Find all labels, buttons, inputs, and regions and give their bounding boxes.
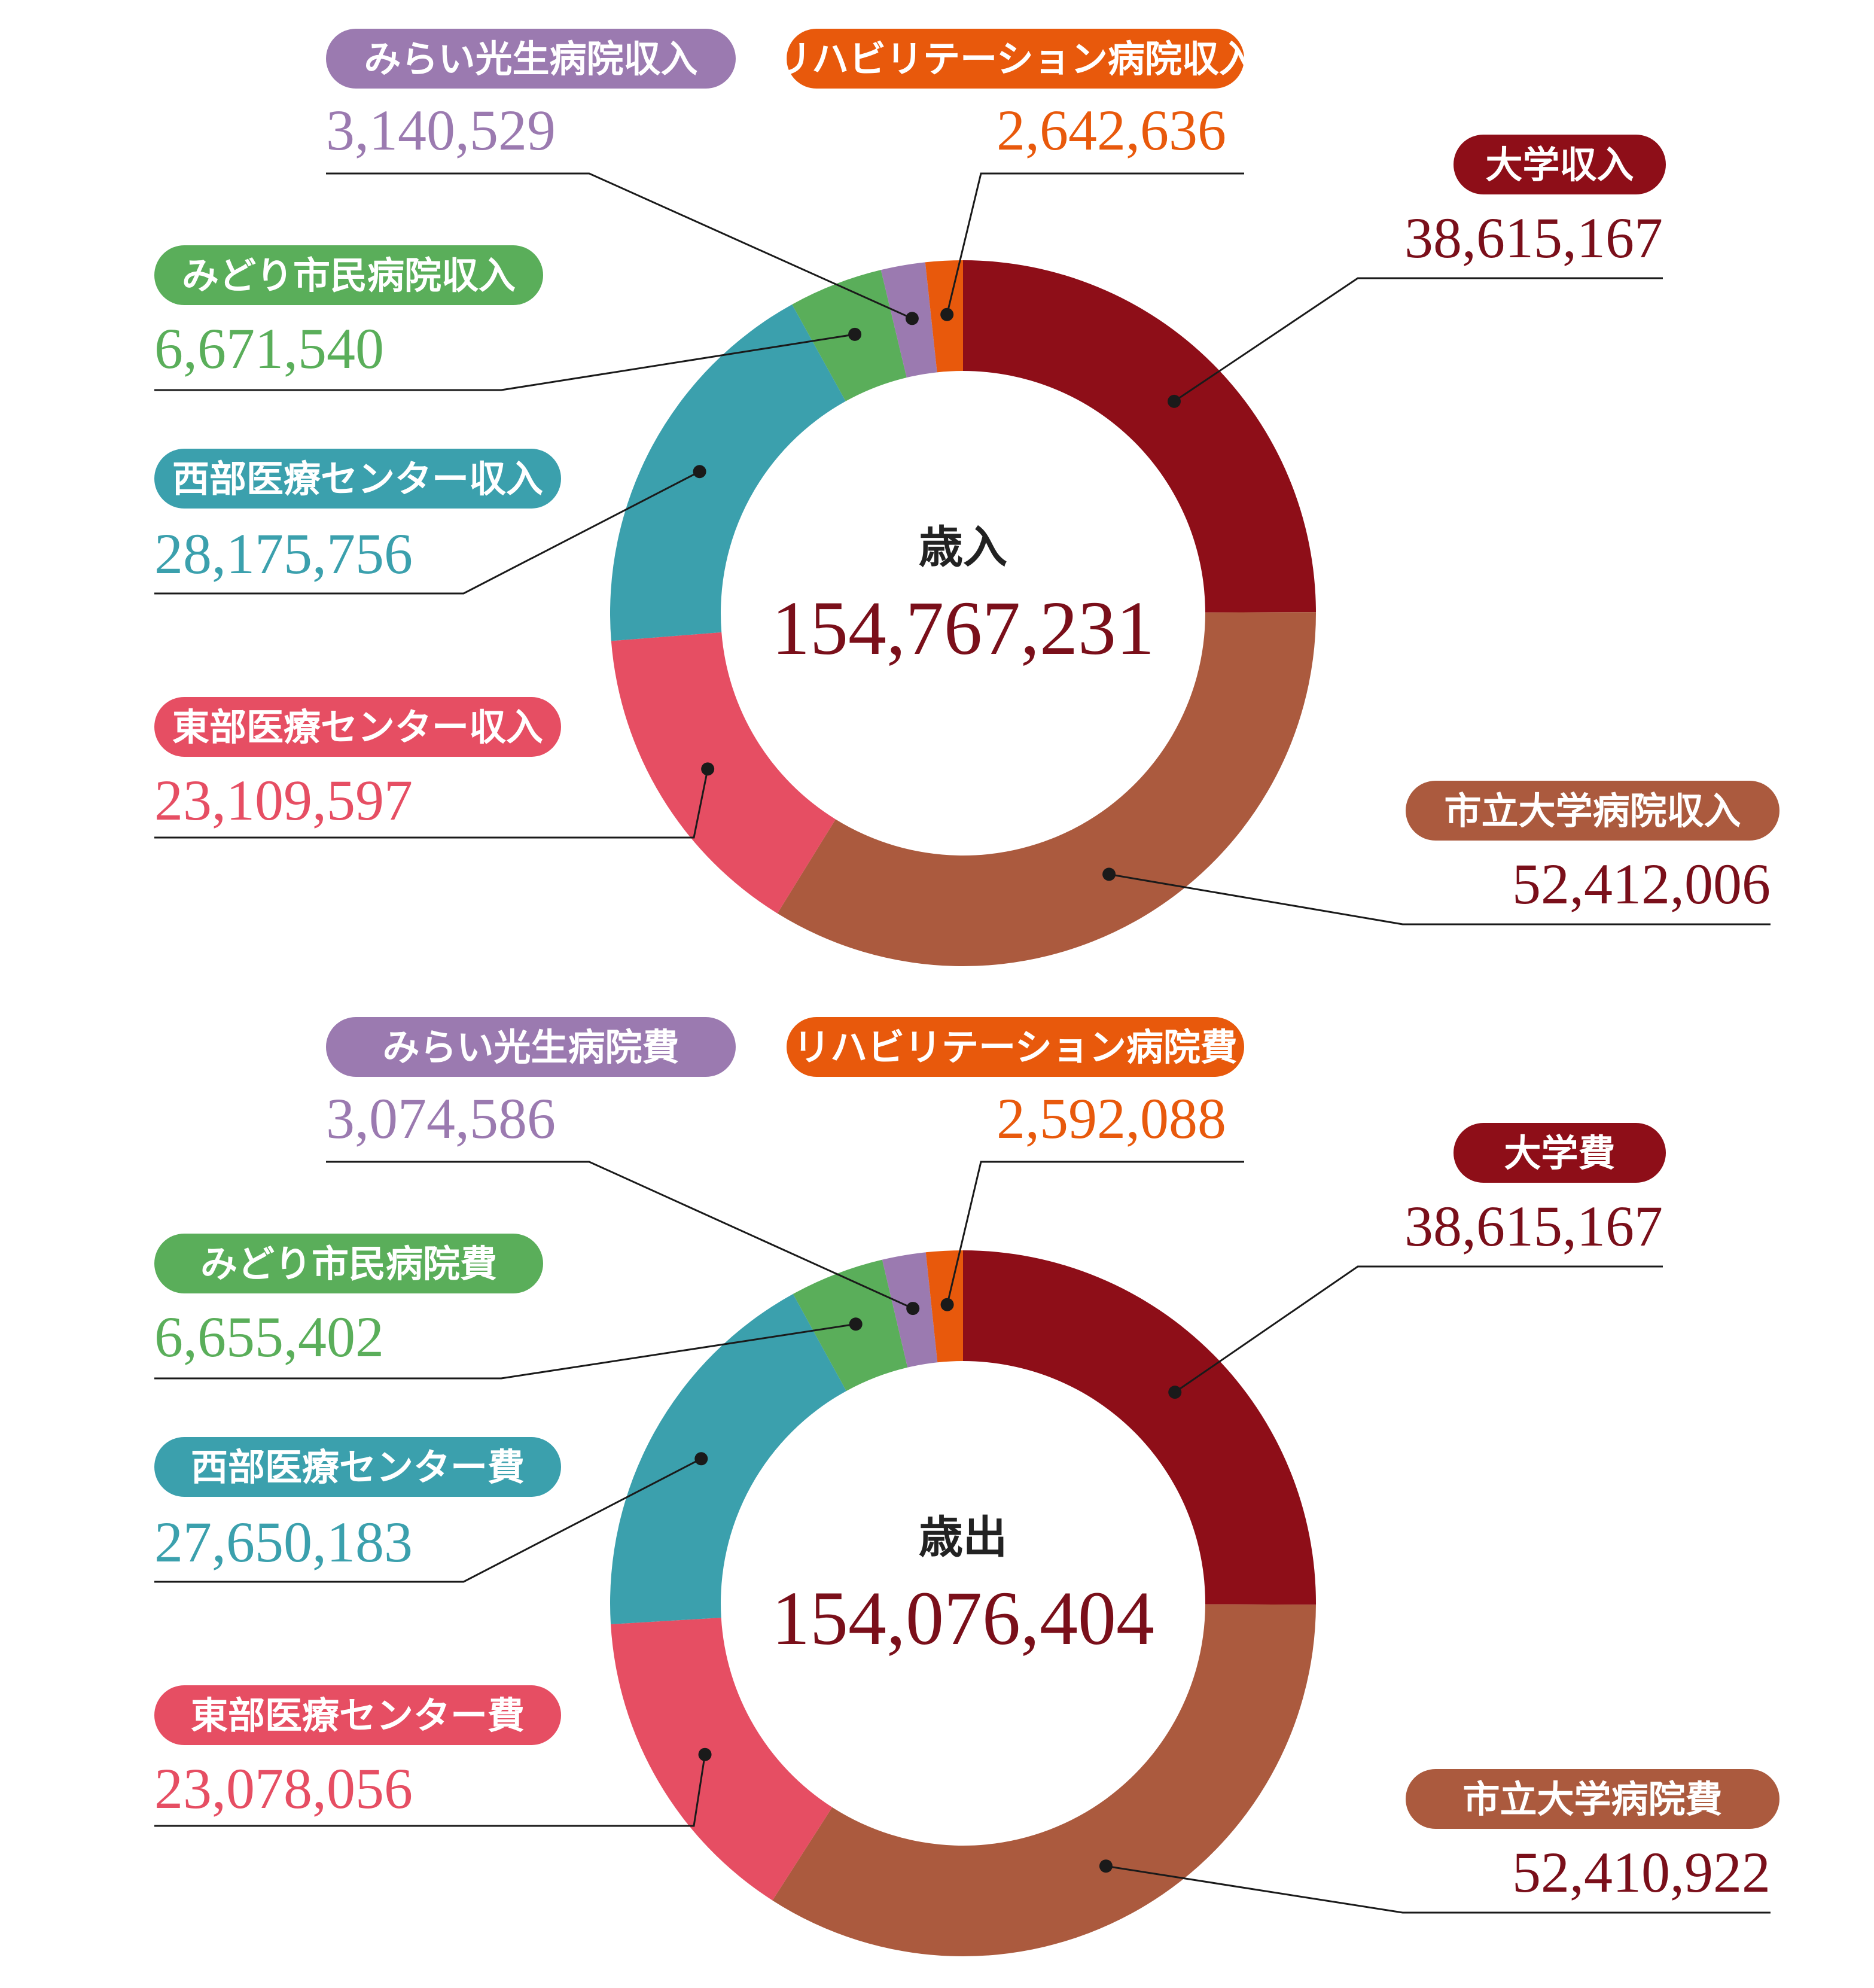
slice-3	[611, 1617, 833, 1901]
leader-line-7	[946, 172, 1244, 315]
donut-chart-1: 歳入 154,767,231 大学収入 38,615,167 市立大学病院収入 52,41…	[154, 29, 1779, 966]
slice-1	[963, 1250, 1316, 1605]
series-value-4: 27,650,183	[154, 1510, 413, 1574]
series-value-3: 23,109,597	[154, 768, 413, 832]
series-label-3: 東部医療センター収入	[172, 705, 543, 749]
label-pill-3	[154, 1685, 561, 1745]
slice-4	[610, 1293, 846, 1624]
label-pill-6	[326, 1017, 736, 1077]
series-value-1: 38,615,167	[1404, 206, 1663, 270]
series-value-6: 3,140,529	[326, 98, 556, 162]
series-label-1: 大学費	[1504, 1131, 1615, 1175]
leader-dot-3	[701, 762, 715, 776]
leader-line-2	[1105, 1865, 1771, 1914]
leader-line-6	[326, 172, 913, 319]
leader-line-6	[326, 1161, 913, 1310]
series-value-4: 28,175,756	[154, 522, 413, 586]
label-pill-3	[154, 697, 561, 757]
slice-1	[963, 260, 1316, 613]
leader-line-4	[154, 1457, 702, 1583]
series-value-2: 52,410,922	[1512, 1840, 1771, 1904]
label-pill-6	[326, 29, 736, 89]
leader-dot-7	[940, 308, 954, 321]
leader-line-1	[1174, 277, 1663, 403]
leader-line-5	[154, 333, 855, 391]
series-value-1: 38,615,167	[1404, 1194, 1663, 1258]
label-pill-4	[154, 449, 561, 509]
series-value-7: 2,592,088	[997, 1086, 1226, 1150]
series-label-5: みどり市民病院収入	[182, 254, 516, 297]
donut-chart-2: 歳出 154,076,404 大学費 38,615,167 市立大学病院費 52,410,…	[154, 1017, 1779, 1957]
label-pill-2	[1406, 781, 1779, 841]
center-total: 154,076,404	[772, 1576, 1154, 1661]
leader-dot-2	[1099, 1859, 1113, 1873]
label-pill-1	[1454, 1123, 1666, 1183]
leader-dot-5	[849, 1317, 863, 1331]
series-label-3: 東部医療センター費	[191, 1694, 525, 1737]
leader-dot-1	[1168, 394, 1181, 408]
leader-line-2	[1108, 873, 1771, 925]
series-label-7: リハビリテーション病院費	[793, 1025, 1238, 1069]
center-total: 154,767,231	[772, 586, 1154, 671]
leader-line-3	[154, 769, 709, 839]
series-value-2: 52,412,006	[1512, 852, 1771, 916]
series-label-4: 西部医療センター費	[191, 1445, 525, 1489]
leader-dot-3	[698, 1748, 712, 1761]
slice-3	[611, 632, 836, 914]
leader-dot-6	[906, 1302, 920, 1316]
leader-dot-7	[940, 1298, 954, 1311]
label-pill-4	[154, 1437, 561, 1497]
series-label-2: 市立大学病院収入	[1444, 789, 1741, 833]
slice-2	[777, 612, 1316, 966]
series-label-6: みらい光生病院費	[382, 1025, 679, 1069]
label-pill-1	[1454, 135, 1666, 194]
leader-line-1	[1174, 1265, 1663, 1393]
leader-line-4	[154, 470, 700, 595]
leader-line-7	[946, 1161, 1244, 1305]
leader-dot-6	[905, 312, 919, 325]
label-pill-5	[154, 245, 543, 305]
slice-4	[610, 304, 846, 641]
label-pill-7	[787, 1017, 1244, 1077]
center-label: 歳出	[919, 1512, 1007, 1563]
series-label-1: 大学収入	[1485, 143, 1634, 187]
slice-2	[772, 1604, 1316, 1957]
label-pill-7	[787, 29, 1244, 89]
leader-dot-5	[848, 327, 862, 341]
leader-line-3	[154, 1754, 706, 1827]
leader-line-5	[154, 1323, 856, 1380]
series-value-5: 6,655,402	[154, 1305, 384, 1369]
series-label-5: みどり市民病院費	[200, 1242, 497, 1286]
series-label-6: みらい光生病院収入	[364, 37, 697, 81]
series-label-2: 市立大学病院費	[1462, 1777, 1722, 1821]
label-pill-2	[1406, 1769, 1779, 1829]
series-label-7: リハビリテーション病院収入	[775, 37, 1256, 81]
series-value-5: 6,671,540	[154, 316, 384, 380]
series-value-7: 2,642,636	[997, 98, 1226, 162]
center-label: 歳入	[919, 522, 1007, 573]
series-value-3: 23,078,056	[154, 1756, 413, 1820]
leader-dot-2	[1102, 867, 1116, 881]
leader-dot-1	[1168, 1386, 1182, 1399]
leader-dot-4	[694, 1452, 708, 1466]
label-pill-5	[154, 1234, 543, 1293]
series-value-6: 3,074,586	[326, 1086, 556, 1150]
leader-dot-4	[693, 465, 706, 479]
series-label-4: 西部医療センター収入	[172, 457, 543, 501]
